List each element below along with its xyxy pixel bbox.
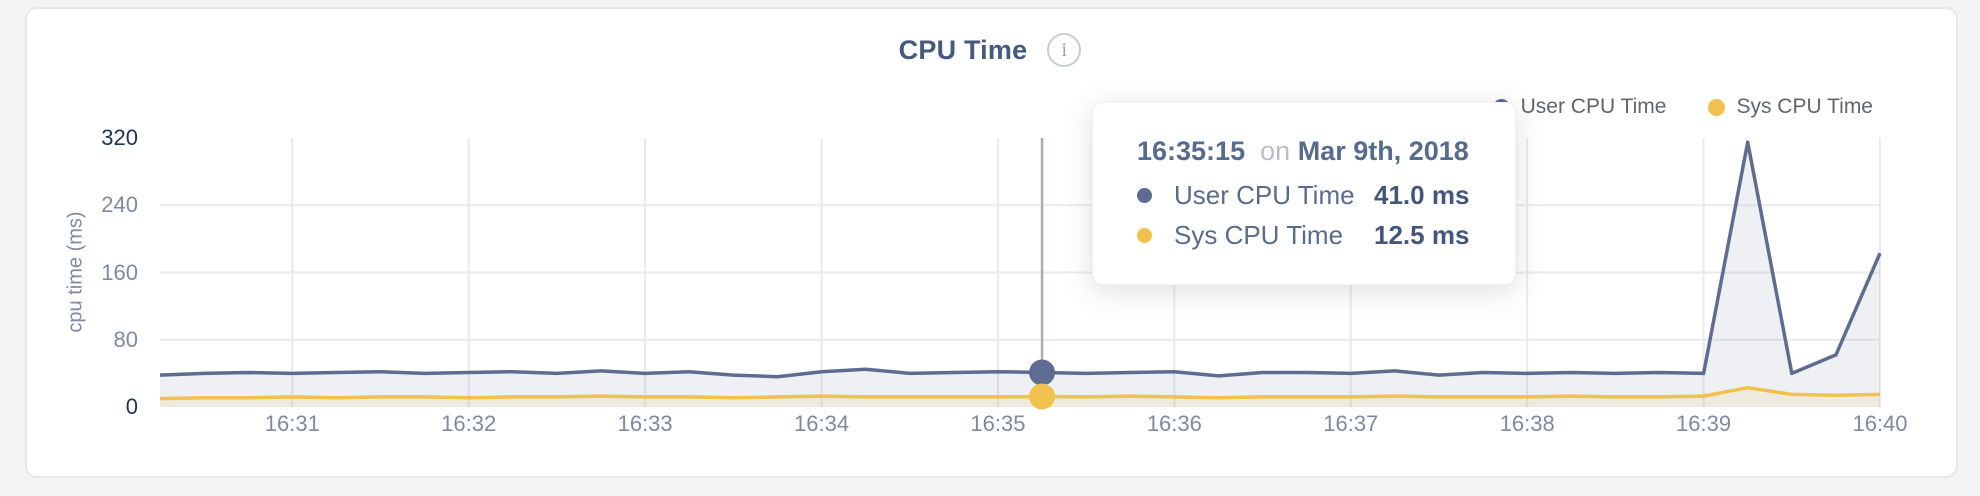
cpu-time-plot-area[interactable] bbox=[159, 137, 1882, 410]
tooltip-date: Mar 9th, 2018 bbox=[1297, 136, 1469, 166]
page-title: CPU Time bbox=[898, 34, 1028, 65]
tooltip-label-sys: Sys CPU Time bbox=[1174, 220, 1344, 250]
sys-cpu-line bbox=[159, 385, 1881, 401]
user-cpu-dot-icon bbox=[1137, 188, 1152, 203]
hover-tooltip: 16:35:15 on Mar 9th, 2018 User CPU Time … bbox=[1092, 102, 1516, 285]
legend-label-sys: Sys CPU Time bbox=[1736, 95, 1873, 118]
tooltip-label-user: User CPU Time bbox=[1174, 180, 1355, 210]
legend-item-sys-cpu-time[interactable]: Sys CPU Time bbox=[1708, 95, 1873, 119]
tooltip-time: 16:35:15 bbox=[1137, 136, 1246, 166]
chart-legend: User CPU Time Sys CPU Time bbox=[1492, 95, 1873, 119]
legend-item-user-cpu-time[interactable]: User CPU Time bbox=[1492, 95, 1667, 119]
user-cpu-line bbox=[159, 140, 1882, 379]
x-tick-label-16:36: 16:36 bbox=[1146, 411, 1202, 436]
sys-cpu-legend-dot-icon bbox=[1708, 98, 1726, 116]
x-tick-label-16:40: 16:40 bbox=[1852, 411, 1908, 436]
x-tick-label-16:39: 16:39 bbox=[1676, 411, 1732, 436]
x-tick-label-16:32: 16:32 bbox=[441, 411, 497, 436]
cpu-time-card bbox=[25, 7, 1958, 478]
tooltip-conjunction bbox=[1253, 136, 1261, 166]
x-tick-label-16:31: 16:31 bbox=[264, 411, 320, 436]
hover-point-user[interactable] bbox=[1029, 359, 1056, 386]
y-tick-label-240: 240 bbox=[101, 192, 138, 218]
legend-label-user: User CPU Time bbox=[1520, 95, 1667, 118]
tooltip-header: 16:35:15 on Mar 9th, 2018 bbox=[1137, 136, 1475, 167]
tooltip-value-sys: 12.5 ms bbox=[1374, 220, 1470, 250]
chart-header: CPU Time i bbox=[0, 30, 1980, 70]
sys-cpu-dot-icon bbox=[1137, 228, 1152, 243]
y-tick-label-160: 160 bbox=[101, 259, 138, 285]
x-tick-label-16:38: 16:38 bbox=[1499, 411, 1555, 436]
x-tick-label-16:37: 16:37 bbox=[1323, 411, 1379, 436]
tooltip-on: on bbox=[1260, 136, 1291, 166]
x-tick-label-16:35: 16:35 bbox=[970, 411, 1026, 436]
tooltip-value-user: 41.0 ms bbox=[1374, 180, 1470, 210]
x-tick-label-16:33: 16:33 bbox=[617, 411, 673, 436]
tooltip-row-user: User CPU Time 41.0 ms bbox=[1137, 180, 1475, 211]
x-tick-label-16:34: 16:34 bbox=[794, 411, 850, 436]
y-tick-label-320: 320 bbox=[101, 125, 138, 150]
hover-point-sys[interactable] bbox=[1029, 383, 1056, 410]
y-tick-label-80: 80 bbox=[113, 326, 138, 352]
info-icon[interactable]: i bbox=[1047, 33, 1082, 67]
tooltip-row-sys: Sys CPU Time 12.5 ms bbox=[1137, 220, 1475, 251]
y-tick-label-0: 0 bbox=[125, 394, 138, 419]
user-cpu-area bbox=[160, 142, 1880, 407]
